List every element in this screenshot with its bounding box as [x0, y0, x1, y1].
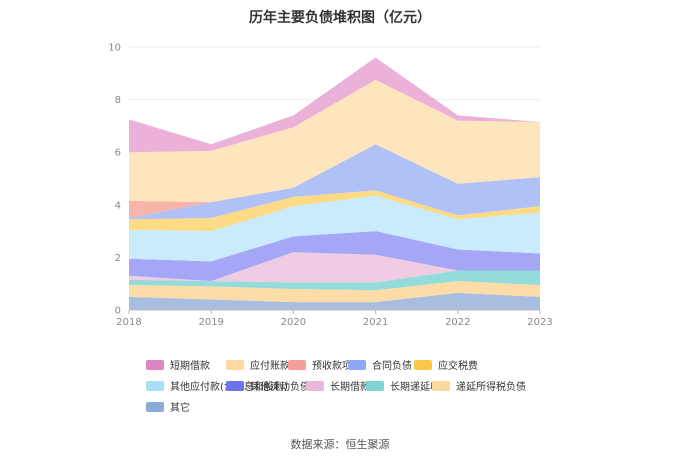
legend-swatch: [348, 359, 366, 370]
area-series: [129, 195, 540, 262]
x-tick-label: 2021: [363, 317, 388, 328]
legend-item[interactable]: 预收款项: [288, 357, 352, 372]
legend-swatch: [226, 380, 244, 391]
legend-label: 其它: [170, 403, 190, 414]
data-source-note: 数据来源：恒生聚源: [290, 438, 390, 451]
area-series: [129, 270, 540, 291]
legend-item[interactable]: 短期借款: [146, 357, 210, 372]
legend-label: 合同负债: [372, 361, 412, 372]
x-tick-label: 2018: [116, 317, 141, 328]
legend-swatch: [366, 380, 384, 391]
x-tick-label: 2022: [445, 317, 470, 328]
legend-item[interactable]: 长期递延收益: [366, 378, 450, 393]
y-tick-label: 8: [115, 95, 121, 106]
area-series: [129, 281, 540, 303]
area-series: [129, 231, 540, 282]
y-tick-label: 10: [108, 43, 121, 54]
area-series: [129, 252, 540, 283]
legend-swatch: [146, 359, 164, 370]
legend-swatch: [146, 380, 164, 391]
legend-label: 递延所得税负债: [456, 382, 526, 393]
legend-label: 应交税费: [438, 361, 478, 372]
legend-label: 应付账款: [250, 361, 290, 372]
area-series: [129, 190, 540, 232]
legend-swatch: [432, 380, 450, 391]
y-tick-label: 6: [115, 148, 121, 159]
x-tick-label: 2023: [527, 317, 552, 328]
area-series: [129, 292, 540, 310]
legend-label: 预收款项: [312, 361, 352, 372]
legend-swatch: [226, 359, 244, 370]
legend-swatch: [414, 359, 432, 370]
y-tick-label: 0: [115, 306, 121, 317]
area-series: [129, 79, 540, 203]
area-series: [129, 57, 540, 153]
legend-item[interactable]: 递延所得税负债: [432, 378, 526, 393]
legend-swatch: [306, 380, 324, 391]
legend-item[interactable]: 应付账款: [226, 357, 290, 372]
legend-item[interactable]: 应交税费: [414, 357, 478, 372]
x-tick-label: 2019: [198, 317, 223, 328]
legend-label: 短期借款: [170, 361, 210, 372]
legend-item[interactable]: 其他流动负债: [226, 378, 310, 393]
legend-item[interactable]: 长期借款: [306, 378, 370, 393]
legend-label: 长期借款: [330, 382, 370, 393]
legend-label: 其他流动负债: [250, 382, 310, 393]
x-tick-label: 2020: [281, 317, 306, 328]
legend-item[interactable]: 合同负债: [348, 357, 412, 372]
legend-swatch: [146, 401, 164, 412]
area-series: [129, 144, 540, 220]
y-tick-label: 2: [115, 253, 121, 264]
legend-label: 长期递延收益: [390, 382, 450, 393]
legend-item[interactable]: 其它: [146, 399, 190, 414]
stacked-area-chart: 0 2 4 6 8 10 2018 2019 2020 2021 2022 2023: [108, 43, 552, 329]
chart-title: 历年主要负债堆积图（亿元）: [249, 10, 431, 26]
y-tick-label: 4: [115, 200, 121, 211]
legend-swatch: [288, 359, 306, 370]
